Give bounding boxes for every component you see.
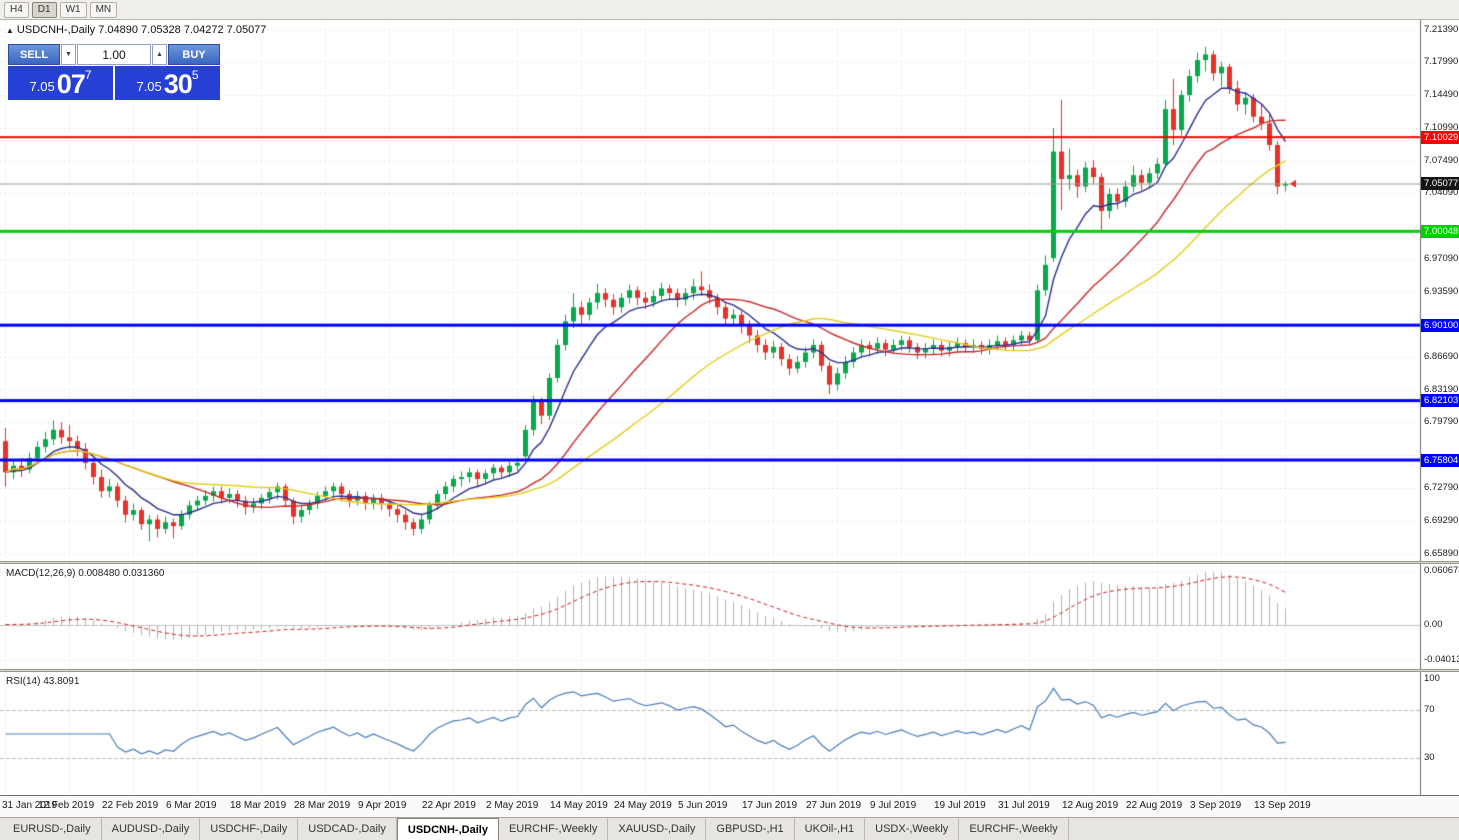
y-axis-label: 6.93590 bbox=[1424, 286, 1459, 298]
buy-price-button[interactable]: 7.05 30 5 bbox=[115, 66, 220, 100]
y-axis-label: 6.83190 bbox=[1424, 384, 1459, 396]
volume-increase-button[interactable]: ▲ bbox=[152, 44, 167, 65]
x-axis-label: 22 Feb 2019 bbox=[102, 800, 159, 811]
y-axis-label: 7.07490 bbox=[1424, 155, 1459, 167]
x-axis-label: 19 Jul 2019 bbox=[934, 800, 986, 811]
date-axis: 31 Jan 2019 12 Feb 2019 22 Feb 2019 6 Mar 2… bbox=[0, 795, 1459, 817]
x-axis-label: 2 May 2019 bbox=[486, 800, 539, 811]
rsi-indicator-pane: RSI(14) 43.8091 100 70 30 bbox=[0, 672, 1459, 795]
x-axis-label: 17 Jun 2019 bbox=[742, 800, 798, 811]
y-axis-label: 7.10990 bbox=[1424, 122, 1459, 134]
price-level-tag: 6.90100 bbox=[1421, 318, 1459, 332]
y-axis-label: 6.86690 bbox=[1424, 351, 1459, 363]
caret-up-icon: ▲ bbox=[156, 51, 163, 58]
macd-axis-label: -0.040132 bbox=[1424, 654, 1459, 666]
x-axis-label: 28 Mar 2019 bbox=[294, 800, 351, 811]
x-axis-label: 3 Sep 2019 bbox=[1190, 800, 1242, 811]
chart-tab[interactable]: EURCHF-,Weekly bbox=[959, 818, 1069, 840]
macd-axis-label: 0.00 bbox=[1424, 618, 1443, 630]
x-axis-label: 24 May 2019 bbox=[614, 800, 672, 811]
timeframe-button-h4[interactable]: H4 bbox=[4, 1, 29, 18]
y-axis-label: 6.97090 bbox=[1424, 253, 1459, 265]
timeframe-button-d1[interactable]: D1 bbox=[31, 1, 57, 18]
x-axis-label: 22 Apr 2019 bbox=[422, 800, 476, 811]
rsi-label: RSI(14) 43.8091 bbox=[6, 676, 80, 687]
chart-tab[interactable]: EURCHF-,Weekly bbox=[499, 818, 609, 840]
x-axis-label: 9 Jul 2019 bbox=[870, 800, 917, 811]
chart-tab[interactable]: USDCAD-,Daily bbox=[298, 818, 397, 840]
caret-down-icon: ▼ bbox=[65, 51, 72, 58]
rsi-axis-label: 70 bbox=[1424, 704, 1435, 715]
x-axis-label: 9 Apr 2019 bbox=[358, 800, 407, 811]
collapse-icon[interactable]: ▲ bbox=[6, 26, 14, 35]
chart-tab[interactable]: AUDUSD-,Daily bbox=[102, 818, 201, 840]
x-axis-label: 13 Sep 2019 bbox=[1254, 800, 1311, 811]
sell-price-sup: 7 bbox=[84, 68, 92, 82]
macd-indicator-pane: MACD(12,26,9) 0.008480 0.031360 0.060674… bbox=[0, 564, 1459, 669]
x-axis-label: 31 Jan 2019 bbox=[2, 800, 58, 811]
timeframe-toolbar: H4 D1 W1 MN bbox=[0, 0, 1459, 20]
y-axis-label: 7.04090 bbox=[1424, 187, 1459, 199]
volume-input[interactable] bbox=[77, 44, 151, 65]
sell-button[interactable]: SELL bbox=[8, 44, 60, 65]
price-level-tag: 6.82103 bbox=[1421, 394, 1459, 408]
chart-tab[interactable]: USDX-,Weekly bbox=[865, 818, 960, 840]
x-axis-label: 12 Feb 2019 bbox=[38, 800, 95, 811]
macd-label: MACD(12,26,9) 0.008480 0.031360 bbox=[6, 568, 165, 579]
x-axis-label: 6 Mar 2019 bbox=[166, 800, 217, 811]
chart-tab[interactable]: GBPUSD-,H1 bbox=[706, 818, 795, 840]
y-axis-label: 7.21390 bbox=[1424, 23, 1459, 35]
x-axis-label: 31 Jul 2019 bbox=[998, 800, 1050, 811]
chart-tab[interactable]: USDCNH-,Daily bbox=[396, 818, 499, 840]
sell-price-small: 7.05 bbox=[29, 79, 55, 94]
chart-tab-bar: EURUSD-,Daily AUDUSD-,Daily USDCHF-,Daily U… bbox=[0, 817, 1459, 840]
price-level-tag: 7.10029 bbox=[1421, 130, 1459, 144]
sell-price-button[interactable]: 7.05 07 7 bbox=[8, 66, 113, 100]
x-axis-label: 18 Mar 2019 bbox=[230, 800, 287, 811]
current-price-tag: 7.05077 bbox=[1421, 177, 1459, 191]
timeframe-button-mn[interactable]: MN bbox=[89, 1, 118, 18]
buy-button[interactable]: BUY bbox=[168, 44, 220, 65]
chart-tab[interactable]: XAUUSD-,Daily bbox=[608, 818, 707, 840]
chart-title: ▲ USDCNH-,Daily 7.04890 7.05328 7.04272 7… bbox=[6, 24, 266, 36]
y-axis-label: 7.14490 bbox=[1424, 89, 1459, 101]
chart-tab[interactable]: EURUSD-,Daily bbox=[3, 818, 102, 840]
y-axis-label: 6.65890 bbox=[1424, 547, 1459, 559]
x-axis-label: 22 Aug 2019 bbox=[1126, 800, 1183, 811]
buy-price-small: 7.05 bbox=[136, 79, 162, 94]
price-level-tag: 7.00048 bbox=[1421, 224, 1459, 238]
pane-splitter[interactable] bbox=[0, 669, 1459, 672]
macd-canvas[interactable] bbox=[0, 564, 1459, 669]
sell-price-big: 07 bbox=[56, 69, 86, 99]
chart-tab[interactable]: USDCHF-,Daily bbox=[200, 818, 299, 840]
main-chart-pane: ▲ USDCNH-,Daily 7.04890 7.05328 7.04272 7… bbox=[0, 20, 1459, 561]
x-axis-label: 5 Jun 2019 bbox=[678, 800, 728, 811]
price-level-tag: 6.75804 bbox=[1421, 453, 1459, 467]
volume-decrease-button[interactable]: ▼ bbox=[61, 44, 76, 65]
x-axis-label: 12 Aug 2019 bbox=[1062, 800, 1119, 811]
buy-price-big: 30 bbox=[163, 69, 193, 99]
rsi-axis-label: 30 bbox=[1424, 752, 1435, 763]
buy-price-sup: 5 bbox=[191, 68, 199, 82]
main-chart-canvas[interactable] bbox=[0, 20, 1459, 561]
chart-title-text: USDCNH-,Daily 7.04890 7.05328 7.04272 7.… bbox=[16, 24, 267, 36]
rsi-canvas[interactable] bbox=[0, 672, 1459, 795]
macd-axis-label: 0.060674 bbox=[1424, 565, 1459, 576]
x-axis-label: 14 May 2019 bbox=[550, 800, 608, 811]
pane-splitter[interactable] bbox=[0, 561, 1459, 564]
x-axis-label: 27 Jun 2019 bbox=[806, 800, 862, 811]
y-axis-label: 6.79790 bbox=[1424, 416, 1459, 428]
y-axis-label: 6.69290 bbox=[1424, 515, 1459, 527]
y-axis-label: 7.17990 bbox=[1424, 56, 1459, 68]
rsi-axis-label: 100 bbox=[1424, 673, 1440, 684]
one-click-trading-panel: SELL ▼ ▲ BUY 7.05 07 7 7.05 30 bbox=[8, 44, 220, 100]
timeframe-button-w1[interactable]: W1 bbox=[59, 1, 87, 18]
y-axis-label: 6.72790 bbox=[1424, 482, 1459, 494]
chart-tab[interactable]: UKOil-,H1 bbox=[795, 818, 866, 840]
